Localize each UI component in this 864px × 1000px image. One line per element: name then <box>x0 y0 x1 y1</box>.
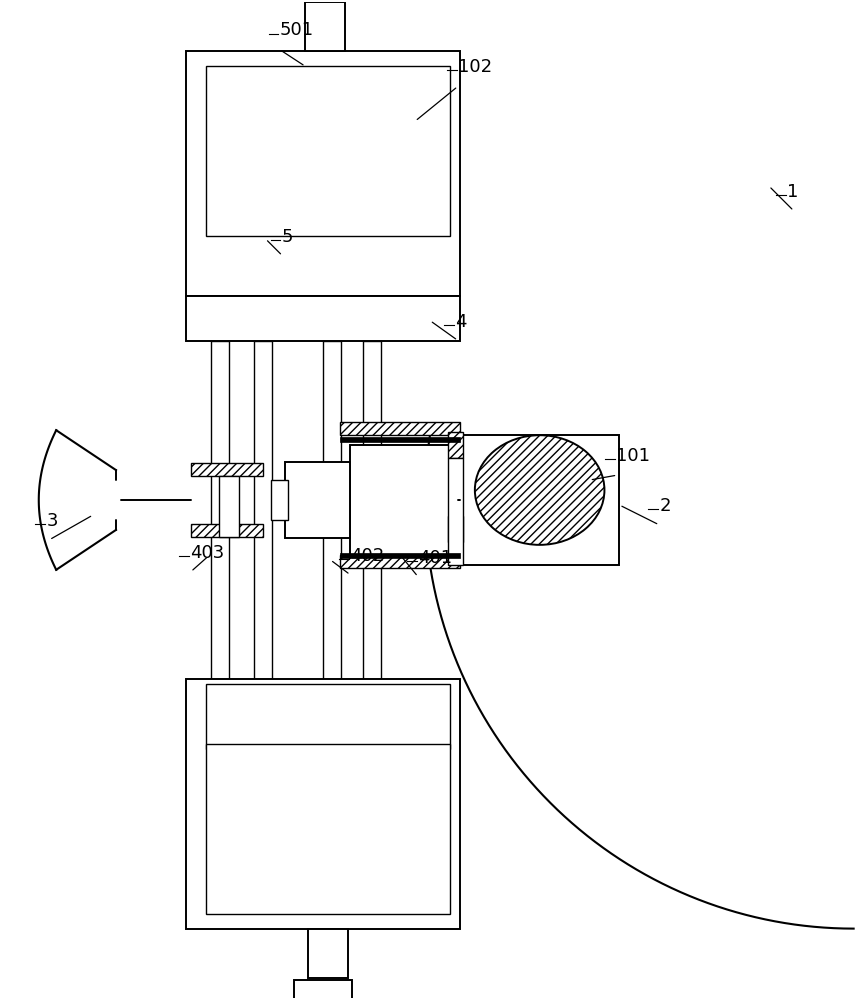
Bar <box>253 341 271 679</box>
Text: 403: 403 <box>190 544 224 562</box>
Bar <box>219 476 238 537</box>
Text: 402: 402 <box>350 547 384 565</box>
Bar <box>340 437 460 442</box>
Text: 101: 101 <box>616 447 651 465</box>
Bar <box>460 435 619 565</box>
Text: 102: 102 <box>458 58 492 76</box>
Bar <box>323 341 341 679</box>
Bar <box>206 744 450 914</box>
Bar <box>191 463 263 476</box>
Bar <box>206 684 450 749</box>
Bar <box>308 929 348 978</box>
Bar <box>186 679 460 929</box>
Text: 4: 4 <box>455 313 467 331</box>
Bar <box>340 553 460 558</box>
Bar <box>448 516 463 542</box>
Ellipse shape <box>475 435 605 545</box>
Bar <box>270 480 289 520</box>
Bar <box>191 524 263 537</box>
Bar <box>340 422 460 435</box>
Text: 501: 501 <box>279 21 314 39</box>
Bar <box>340 555 460 568</box>
Bar <box>305 2 346 51</box>
Bar <box>211 341 229 679</box>
Bar <box>448 432 463 458</box>
Bar <box>186 296 460 341</box>
Bar <box>206 66 450 236</box>
Bar <box>285 462 350 538</box>
Bar <box>350 445 450 555</box>
Text: 2: 2 <box>659 497 670 515</box>
Text: 3: 3 <box>47 512 58 530</box>
Text: 5: 5 <box>282 228 293 246</box>
Bar <box>186 51 460 296</box>
Bar <box>363 341 381 679</box>
Text: 401: 401 <box>418 549 452 567</box>
Bar <box>295 980 353 1000</box>
Bar <box>448 458 463 565</box>
Text: 1: 1 <box>787 183 798 201</box>
